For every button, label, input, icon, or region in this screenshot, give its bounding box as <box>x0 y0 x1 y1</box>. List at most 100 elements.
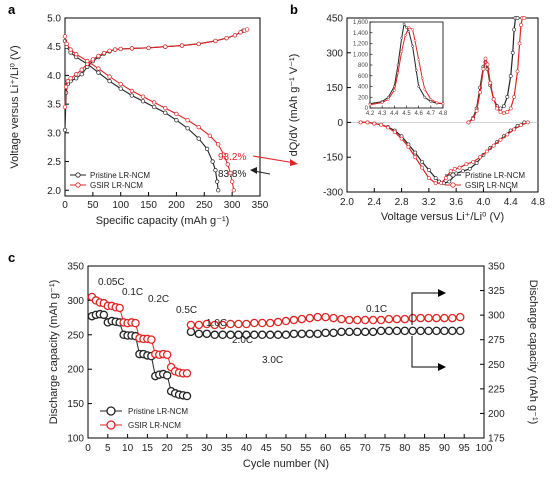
data-point <box>182 391 192 401</box>
data-point <box>433 181 438 186</box>
inset-data-point <box>441 102 445 106</box>
x-tick-label: 4.8 <box>531 197 545 208</box>
data-point <box>73 72 79 77</box>
y-tick-label: 4.0 <box>47 71 61 82</box>
inset-data-point <box>423 95 427 99</box>
x-tick-label: 95 <box>459 443 471 454</box>
data-point <box>234 330 243 340</box>
x-tick-label: 200 <box>168 200 185 211</box>
data-point <box>226 319 235 329</box>
data-point <box>129 93 135 98</box>
data-point <box>424 326 433 336</box>
y2-axis-label: Discharge capacity (mAh g⁻¹) <box>527 280 539 425</box>
annotation-gsir-efficiency: 93.2% <box>218 152 246 163</box>
inset-data-point <box>411 28 414 31</box>
data-point <box>408 326 417 336</box>
data-point <box>413 150 418 155</box>
data-point <box>466 120 471 125</box>
series-line <box>64 40 219 191</box>
y-tick-label: 2.5 <box>47 157 61 168</box>
data-point <box>505 110 510 114</box>
data-point <box>107 74 112 79</box>
data-point <box>289 315 299 325</box>
data-point <box>202 329 212 339</box>
data-point <box>68 76 73 81</box>
data-point <box>413 155 418 160</box>
data-point <box>484 149 489 154</box>
x-tick-label: 30 <box>201 443 213 454</box>
data-point <box>238 30 243 35</box>
data-point <box>194 329 204 339</box>
x-tick-label: 50 <box>87 200 99 211</box>
panel-label-b: b <box>290 2 298 17</box>
data-point <box>305 329 315 339</box>
data-point <box>232 33 238 38</box>
inset-data-point <box>420 77 424 80</box>
x-tick-label: 3.6 <box>449 197 463 208</box>
data-point <box>210 320 219 330</box>
x-tick-label: 10 <box>122 443 134 454</box>
panel-a-legend: Pristine LR-NCM GSIR LR-NCM <box>70 171 150 190</box>
data-point <box>118 86 123 91</box>
data-point <box>305 313 315 323</box>
data-point <box>510 50 515 55</box>
data-point <box>353 315 362 325</box>
data-point <box>358 120 363 125</box>
x-tick-label: 350 <box>252 200 269 211</box>
inset-data-point <box>429 98 433 101</box>
data-point <box>250 330 259 340</box>
legend-marker-pristine-b <box>450 172 456 178</box>
data-point <box>433 176 438 180</box>
data-point <box>151 104 157 110</box>
data-point <box>392 326 402 336</box>
data-point <box>250 318 259 328</box>
y2-tick-label: 325 <box>488 286 505 297</box>
inset-y-tick-label: 200 <box>358 95 369 101</box>
inset-y-tick-label: 1,200 <box>353 42 369 48</box>
data-point <box>525 120 530 125</box>
data-point <box>273 317 283 327</box>
data-point <box>329 328 338 338</box>
y2-tick-label: 175 <box>488 434 505 445</box>
data-point <box>140 94 146 99</box>
data-point <box>467 166 472 171</box>
data-point <box>353 327 362 337</box>
data-point <box>376 326 386 336</box>
x-tick-label: 4.4 <box>504 197 518 208</box>
data-point <box>400 326 410 336</box>
data-point <box>273 330 283 340</box>
data-point <box>213 168 218 173</box>
data-point <box>297 314 307 324</box>
inset-x-tick-label: 4.6 <box>414 111 423 117</box>
x-tick-label: 80 <box>399 443 411 454</box>
legend-label-pristine: Pristine LR-NCM <box>90 171 150 180</box>
data-point <box>162 371 172 380</box>
data-point <box>218 320 227 330</box>
legend-marker-pristine-c <box>106 406 116 416</box>
data-point <box>432 313 441 323</box>
data-point <box>218 330 227 340</box>
x-tick-label: 60 <box>320 443 332 454</box>
inset-data-point <box>403 34 407 37</box>
series-line <box>64 30 244 130</box>
inset-data-point <box>417 85 421 88</box>
data-point <box>265 318 275 328</box>
legend-label-gsir-c: GSIR LR-NCM <box>128 421 181 430</box>
x-tick-label: 70 <box>360 443 372 454</box>
data-point <box>313 312 322 322</box>
inset-x-tick-label: 4.7 <box>427 111 436 117</box>
data-point <box>147 335 156 344</box>
data-point <box>99 310 109 320</box>
data-point <box>210 159 215 164</box>
inset-data-point <box>414 69 418 72</box>
data-point <box>368 327 378 337</box>
rate-label-0-1c-long: 0.1C <box>366 304 387 315</box>
legend-label-pristine-c: Pristine LR-NCM <box>128 407 188 416</box>
data-point <box>498 110 503 114</box>
data-point <box>519 23 523 27</box>
inset-data-point <box>435 101 439 104</box>
x-tick-label: 0 <box>62 200 68 211</box>
data-point <box>242 319 251 329</box>
legend-marker-pristine <box>75 172 81 178</box>
data-point <box>384 314 394 324</box>
